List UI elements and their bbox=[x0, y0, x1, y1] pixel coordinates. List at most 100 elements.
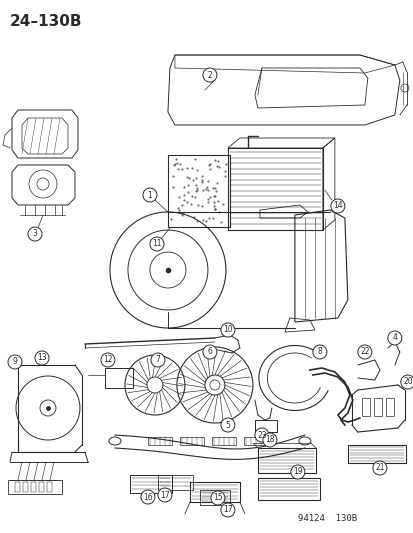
Point bbox=[211, 198, 217, 206]
Point bbox=[192, 187, 199, 195]
Text: 15: 15 bbox=[213, 494, 222, 503]
Text: 5: 5 bbox=[225, 421, 230, 430]
Point bbox=[173, 159, 180, 168]
Point bbox=[183, 198, 190, 207]
Bar bbox=[257, 448, 315, 473]
Circle shape bbox=[35, 351, 49, 365]
Point bbox=[203, 185, 209, 193]
Point bbox=[198, 175, 205, 184]
Text: 24–130B: 24–130B bbox=[10, 14, 82, 29]
Point bbox=[209, 214, 216, 222]
Circle shape bbox=[312, 345, 326, 359]
Point bbox=[211, 192, 218, 200]
Circle shape bbox=[101, 353, 115, 367]
Text: 17: 17 bbox=[160, 490, 169, 499]
Point bbox=[185, 181, 191, 190]
Bar bbox=[385, 398, 393, 416]
Point bbox=[211, 205, 217, 214]
Point bbox=[188, 164, 195, 172]
Text: 21: 21 bbox=[374, 464, 384, 472]
Point bbox=[214, 157, 220, 165]
Circle shape bbox=[210, 491, 224, 505]
Circle shape bbox=[372, 461, 386, 475]
Point bbox=[171, 161, 177, 169]
Point bbox=[199, 185, 206, 194]
Point bbox=[192, 155, 198, 164]
Point bbox=[180, 182, 187, 191]
Point bbox=[185, 174, 192, 182]
Point bbox=[184, 172, 190, 181]
Point bbox=[188, 192, 195, 200]
Bar bbox=[228, 148, 322, 230]
Point bbox=[180, 195, 187, 204]
Bar bbox=[8, 480, 62, 494]
Point bbox=[183, 163, 190, 172]
Circle shape bbox=[254, 428, 268, 442]
Text: 12: 12 bbox=[103, 356, 112, 365]
Circle shape bbox=[142, 188, 157, 202]
Bar bbox=[254, 420, 276, 432]
Bar bbox=[130, 475, 171, 493]
Text: 20: 20 bbox=[402, 377, 412, 386]
Point bbox=[204, 186, 211, 195]
Bar bbox=[211, 437, 235, 445]
Point bbox=[221, 171, 228, 180]
Point bbox=[198, 177, 205, 186]
Point bbox=[206, 165, 213, 173]
Point bbox=[221, 167, 228, 175]
Bar bbox=[31, 482, 36, 492]
Bar bbox=[39, 482, 44, 492]
Circle shape bbox=[221, 503, 234, 517]
Point bbox=[211, 184, 218, 193]
Text: 4: 4 bbox=[392, 334, 396, 343]
Point bbox=[215, 163, 221, 172]
Point bbox=[199, 216, 205, 224]
Bar bbox=[105, 368, 133, 388]
Bar bbox=[147, 437, 171, 445]
Bar bbox=[373, 398, 381, 416]
Point bbox=[209, 184, 216, 192]
Point bbox=[192, 192, 198, 201]
Text: 2: 2 bbox=[207, 70, 212, 79]
Text: 13: 13 bbox=[37, 353, 47, 362]
Bar bbox=[257, 478, 319, 500]
Circle shape bbox=[202, 68, 216, 82]
Point bbox=[205, 160, 212, 169]
Point bbox=[192, 181, 198, 189]
Bar bbox=[157, 475, 192, 490]
Text: 17: 17 bbox=[223, 505, 232, 514]
Text: 14: 14 bbox=[332, 201, 342, 211]
Point bbox=[210, 201, 216, 210]
Point bbox=[179, 208, 186, 217]
Point bbox=[214, 197, 220, 205]
Text: 11: 11 bbox=[152, 239, 161, 248]
Text: 3: 3 bbox=[33, 230, 37, 238]
Bar bbox=[243, 437, 267, 445]
Point bbox=[204, 197, 211, 206]
Point bbox=[178, 165, 185, 174]
Point bbox=[204, 176, 211, 185]
Text: 10: 10 bbox=[223, 326, 232, 335]
Point bbox=[190, 213, 197, 221]
Circle shape bbox=[400, 375, 413, 389]
Point bbox=[203, 183, 210, 192]
Point bbox=[213, 179, 220, 188]
Circle shape bbox=[151, 353, 164, 367]
Circle shape bbox=[140, 490, 154, 504]
Point bbox=[169, 183, 176, 191]
Text: 94124  130B: 94124 130B bbox=[297, 514, 356, 523]
Bar bbox=[23, 482, 28, 492]
Circle shape bbox=[387, 331, 401, 345]
Point bbox=[206, 159, 213, 168]
Point bbox=[189, 175, 195, 184]
Point bbox=[193, 183, 200, 192]
Point bbox=[194, 201, 200, 210]
Circle shape bbox=[28, 227, 42, 241]
Bar bbox=[361, 398, 369, 416]
Circle shape bbox=[202, 345, 216, 359]
Point bbox=[170, 172, 176, 180]
Text: 18: 18 bbox=[264, 435, 274, 445]
Point bbox=[175, 192, 182, 201]
Circle shape bbox=[290, 465, 304, 479]
Point bbox=[219, 200, 225, 208]
